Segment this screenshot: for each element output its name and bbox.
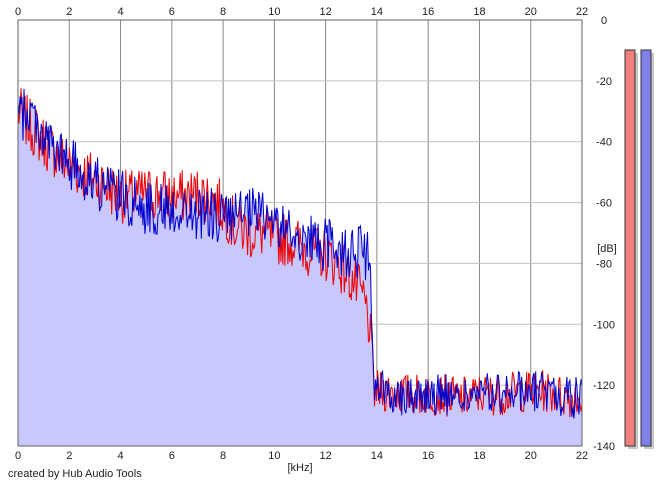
- x-tick-label-top: 0: [15, 6, 21, 18]
- x-tick-label-bottom: 14: [371, 450, 383, 462]
- x-axis-label: [kHz]: [287, 462, 312, 474]
- x-tick-label-bottom: 10: [268, 450, 280, 462]
- x-tick-label-top: 2: [66, 6, 72, 18]
- y-axis-label: [dB]: [597, 243, 617, 255]
- x-tick-label-bottom: 12: [320, 450, 332, 462]
- x-tick-label-bottom: 2: [66, 450, 72, 462]
- x-tick-label-top: 4: [117, 6, 123, 18]
- x-tick-label-bottom: 18: [473, 450, 485, 462]
- level-meters: [624, 49, 654, 449]
- x-tick-label-bottom: 4: [117, 450, 123, 462]
- x-tick-label-bottom: 22: [576, 450, 588, 462]
- x-tick-label-bottom: 8: [220, 450, 226, 462]
- x-tick-label-top: 20: [525, 6, 537, 18]
- spectrum-fill-area: [18, 88, 582, 446]
- x-tick-label-top: 6: [169, 6, 175, 18]
- y-axis: 0 -20 -40 -60 -80 -100 -120 -140: [593, 15, 615, 453]
- y-tick-label: -60: [596, 198, 612, 210]
- y-tick-label: -120: [593, 380, 615, 392]
- right-channel-line: [17, 88, 583, 419]
- y-tick-label: -80: [596, 258, 612, 270]
- y-tick-label: -100: [593, 319, 615, 331]
- x-tick-label-bottom: 16: [422, 450, 434, 462]
- x-tick-label-top: 22: [576, 6, 588, 18]
- x-tick-label-top: 14: [371, 6, 383, 18]
- x-tick-label-bottom: 20: [525, 450, 537, 462]
- x-tick-label-bottom: 0: [15, 450, 21, 462]
- left-level-meter: [624, 49, 636, 447]
- right-level-meter: [640, 49, 652, 447]
- y-tick-label: -40: [596, 137, 612, 149]
- x-tick-label-top: 12: [320, 6, 332, 18]
- x-tick-label-top: 8: [220, 6, 226, 18]
- y-tick-label: -20: [596, 76, 612, 88]
- x-tick-label-top: 10: [268, 6, 280, 18]
- x-tick-label-bottom: 6: [169, 450, 175, 462]
- y-tick-label: 0: [601, 15, 607, 27]
- x-tick-label-top: 18: [473, 6, 485, 18]
- y-tick-label: -140: [593, 441, 615, 453]
- plot-frame: [17, 19, 583, 447]
- credit-text: created by Hub Audio Tools: [8, 468, 142, 480]
- x-tick-label-top: 16: [422, 6, 434, 18]
